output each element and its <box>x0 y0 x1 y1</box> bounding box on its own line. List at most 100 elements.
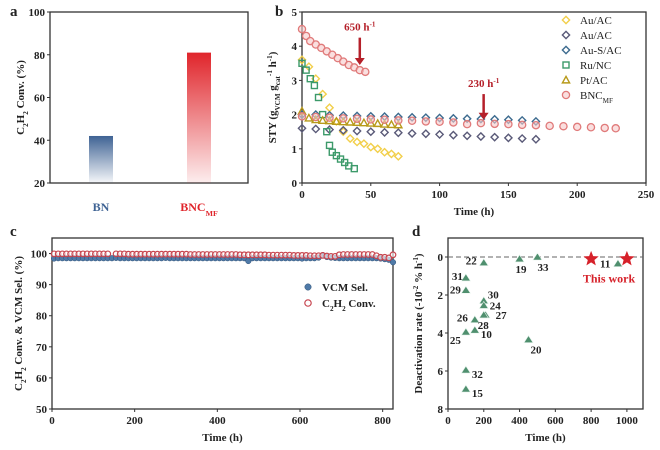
data-point-auac <box>448 130 458 140</box>
reference-number-label: 28 <box>478 320 490 332</box>
data-point-auac <box>318 89 328 99</box>
y-axis-label-part: Conv. (%) <box>15 60 27 111</box>
data-point-auac <box>345 133 355 144</box>
data-point-ptac <box>379 119 390 128</box>
panel-letter-c: c <box>10 224 17 240</box>
y-tick-label: 0 <box>292 178 298 190</box>
literature-point <box>469 325 480 334</box>
legend-marker <box>562 61 570 69</box>
data-point-bncmf <box>339 114 348 123</box>
y-tick-label: 2 <box>438 290 444 302</box>
annotation-label: 230 h-1 <box>468 77 500 90</box>
data-point-runc <box>314 93 323 102</box>
data-point-auac <box>352 137 362 147</box>
this-work-label: This work <box>583 272 636 286</box>
y-axis-label-part: g <box>267 85 279 94</box>
y-tick-label: 0 <box>438 252 444 264</box>
data-point-auac <box>379 147 390 157</box>
data-point-auac <box>297 123 307 133</box>
data-point-auac <box>338 127 348 137</box>
legend-label: C2H2 Conv. <box>322 298 376 313</box>
this-work-star <box>619 250 635 266</box>
y-tick-label: 80 <box>34 50 46 62</box>
literature-point <box>469 315 480 324</box>
data-point-auac <box>366 127 376 137</box>
data-point-ptac <box>386 119 397 129</box>
data-point-bncmf <box>559 121 568 131</box>
plot-frame-a <box>49 11 249 184</box>
literature-point <box>478 310 489 319</box>
data-point-ptac <box>359 117 369 127</box>
data-point-auac <box>490 132 500 142</box>
data-point-runc <box>310 81 319 90</box>
literature-point <box>460 365 471 374</box>
y-tick-label: 5 <box>292 7 298 19</box>
literature-point <box>532 252 543 261</box>
bar-bn <box>89 135 113 183</box>
x-tick-label: 250 <box>638 189 655 201</box>
y-tick-label: 60 <box>36 373 48 385</box>
x-tick-label: 400 <box>209 415 226 427</box>
legend-label: Au/AC <box>580 30 612 42</box>
reference-number-label: 22 <box>466 256 478 268</box>
data-point-bncmf <box>435 117 444 127</box>
reference-number-label: 33 <box>537 262 549 274</box>
y-axis-label: Deactivation rate (-10-2 % h-1) <box>412 253 425 394</box>
x-tick-label: 100 <box>431 189 448 201</box>
literature-point <box>460 327 471 336</box>
legend-marker <box>561 30 571 40</box>
legend-label-part: MF <box>603 97 613 105</box>
y-tick-label: 2 <box>292 110 298 122</box>
data-point-runc <box>302 66 310 74</box>
panel-letter-b: b <box>275 4 283 20</box>
category-label: BNCMF <box>180 200 218 218</box>
annotation-label-part: -1 <box>493 77 499 85</box>
annotation-arrowhead <box>478 112 489 120</box>
y-axis-label-part: -1 <box>266 55 274 61</box>
y-axis-label-part: % h <box>413 263 425 286</box>
legend-marker <box>561 90 571 100</box>
legend-marker <box>304 299 312 307</box>
data-point-c2h2conv <box>104 250 112 258</box>
data-point-bncmf <box>600 123 609 133</box>
x-tick-label: 800 <box>583 415 600 427</box>
annotation-label: 650 h-1 <box>344 21 376 34</box>
literature-point <box>460 384 471 393</box>
y-axis-label-part: -2 <box>412 285 420 291</box>
y-axis-label: C2H2 Conv. (%) <box>15 60 30 135</box>
data-point-bncmf <box>504 119 513 129</box>
data-point-auac <box>338 125 348 135</box>
y-axis-label-part: -1 <box>412 257 420 263</box>
legend-label-part: H <box>334 298 343 310</box>
legend-marker <box>561 45 571 55</box>
data-point-bncmf <box>421 117 431 126</box>
y-tick-label: 50 <box>36 404 48 416</box>
data-point-auac <box>393 128 403 138</box>
plot-frame-b <box>301 11 647 184</box>
legend-marker <box>304 283 312 291</box>
data-point-bncmf <box>490 119 499 129</box>
literature-point <box>478 300 489 309</box>
data-point-bncmf <box>297 112 307 121</box>
data-point-auac <box>311 124 321 134</box>
data-point-bncmf <box>449 118 458 127</box>
data-point-auac <box>297 55 307 65</box>
y-axis-label-part: -1 <box>266 70 274 76</box>
data-point-auac <box>503 133 513 143</box>
reference-number-label: 29 <box>450 284 462 296</box>
data-point-bncmf <box>366 115 376 124</box>
plot-frame-c <box>51 237 394 410</box>
y-tick-label: 6 <box>438 366 444 378</box>
reference-number-label: 11 <box>600 259 610 271</box>
literature-point <box>514 254 525 263</box>
data-point-ptac <box>393 119 404 129</box>
y-tick-label: 70 <box>36 342 48 354</box>
data-point-ptac <box>304 112 314 122</box>
x-tick-label: 50 <box>365 189 377 201</box>
legend-label-part: Pt/AC <box>580 75 608 87</box>
data-point-bncmf <box>325 113 334 122</box>
legend-label-part: BNC <box>580 90 603 102</box>
data-point-vcmsel <box>389 259 397 266</box>
data-point-bncmf <box>380 115 389 124</box>
